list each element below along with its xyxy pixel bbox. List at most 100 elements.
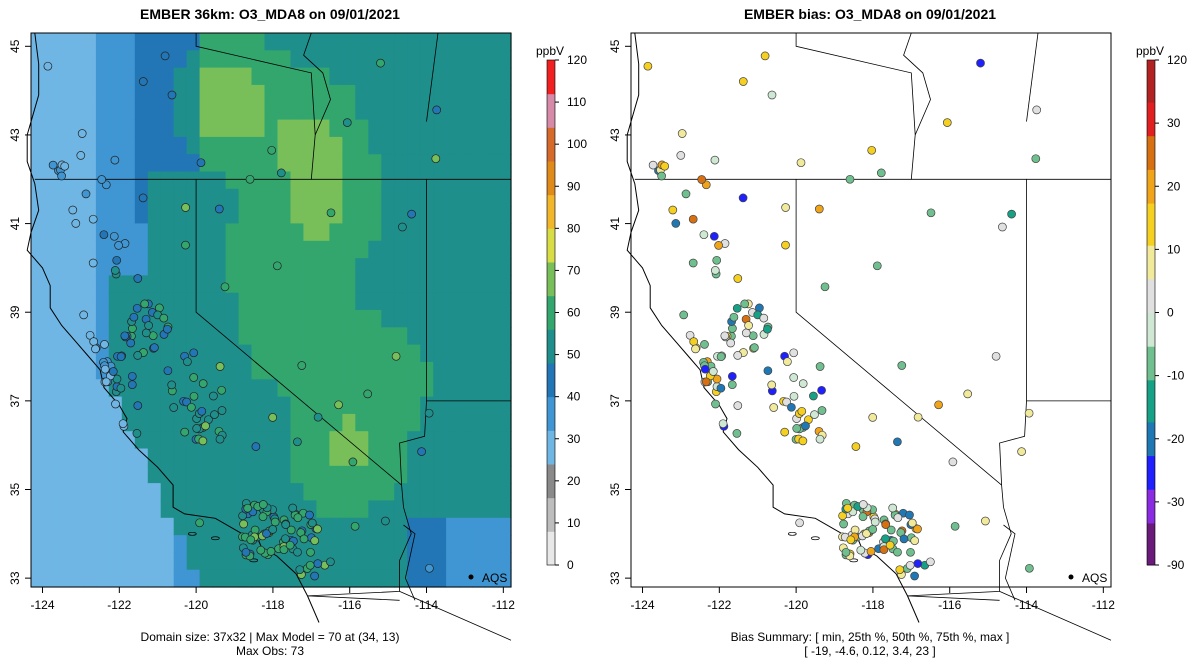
grid-cell [368, 344, 382, 363]
grid-cell [290, 258, 305, 276]
bias-site [976, 58, 985, 68]
bias-site [741, 328, 751, 338]
colorbar-segment [1147, 379, 1155, 389]
colorbar-segment [547, 68, 555, 78]
bias-site [910, 536, 920, 546]
grid-cell [394, 379, 408, 398]
grid-cell [225, 102, 240, 121]
grid-cell [31, 188, 45, 207]
colorbar-segment [547, 287, 555, 297]
colorbar-segment [1147, 489, 1155, 499]
grid-cell [186, 102, 201, 121]
grid-cell [238, 50, 253, 69]
grid-cell [44, 327, 58, 346]
colorbar-segment [1147, 472, 1155, 482]
grid-cell [264, 396, 279, 415]
grid-cell [446, 500, 460, 519]
grid-cell [95, 154, 110, 173]
grid-cell [394, 310, 408, 328]
grid-cell [342, 154, 356, 173]
grid-cell [160, 275, 175, 294]
x-tick-label: -114 [1015, 598, 1038, 612]
grid-cell [420, 33, 434, 51]
bias-site [732, 429, 742, 438]
grid-cell [108, 102, 123, 121]
grid-cell [446, 275, 460, 294]
monitor-site [129, 312, 139, 322]
grid-cell [407, 535, 421, 553]
monitor-site [258, 500, 268, 509]
grid-cell [355, 396, 369, 415]
monitor-site [376, 58, 385, 68]
bias-site [905, 560, 915, 570]
bias-site [718, 419, 728, 429]
grid-cell [264, 33, 279, 51]
grid-cell [420, 188, 434, 207]
bias-site [1032, 105, 1042, 115]
monitor-site [279, 545, 289, 555]
bias-site [856, 545, 866, 555]
grid-cell [56, 275, 71, 294]
grid-cell [95, 310, 110, 328]
colorbar-segment [1147, 76, 1155, 86]
grid-cell [69, 344, 84, 363]
grid-cell [225, 154, 240, 173]
colorbar-segment [547, 85, 555, 95]
grid-cell [147, 465, 162, 484]
grid-cell [44, 310, 58, 328]
colorbar-segment [1147, 177, 1155, 187]
colorbar-segment [547, 506, 555, 515]
colorbar-segment [547, 203, 555, 212]
bias-site [948, 457, 958, 467]
grid-cell [225, 535, 240, 553]
grid-cell [485, 50, 499, 69]
grid-cell [56, 517, 71, 536]
grid-cell [121, 154, 136, 173]
colorbar-segment [547, 548, 555, 558]
colorbar-segment [547, 152, 555, 162]
bias-site [905, 510, 914, 520]
grid-cell [82, 552, 97, 571]
grid-cell [433, 327, 447, 346]
grid-cell [238, 361, 253, 380]
model-grid [31, 33, 512, 588]
grid-cell [303, 206, 317, 224]
colorbar-segment [547, 522, 555, 532]
grid-cell [199, 500, 214, 519]
grid-cell [472, 344, 486, 363]
grid-cell [407, 33, 421, 51]
grid-cell [225, 67, 240, 86]
grid-cell [459, 535, 473, 553]
grid-cell [407, 119, 421, 138]
colorbar-tick-label: 10 [1167, 242, 1181, 256]
monitor-site [99, 230, 109, 240]
grid-cell [134, 379, 149, 398]
grid-cell [264, 344, 279, 363]
monitor-site [210, 410, 219, 419]
grid-cell [82, 448, 97, 467]
grid-cell [95, 396, 110, 415]
grid-cell [316, 327, 330, 346]
grid-cell [485, 33, 499, 51]
grid-cell [303, 223, 317, 242]
grid-cell [264, 275, 279, 294]
grid-cell [160, 465, 175, 484]
y-tick-label: 39 [608, 305, 622, 319]
bias-site [767, 380, 777, 390]
colorbar-segment [547, 497, 555, 507]
x-tick-label: -122 [107, 598, 131, 612]
bias-site [926, 208, 936, 218]
monitor-site [281, 534, 290, 544]
monitor-site [167, 90, 177, 100]
grid-cell [173, 500, 188, 519]
grid-cell [316, 240, 330, 259]
grid-cell [459, 240, 473, 259]
bias-site [781, 240, 790, 250]
bias-site [841, 547, 851, 557]
grid-cell [160, 535, 175, 553]
colorbar-segment [547, 135, 555, 145]
grid-cell [394, 84, 408, 103]
grid-cell [225, 396, 240, 415]
island [249, 558, 259, 563]
